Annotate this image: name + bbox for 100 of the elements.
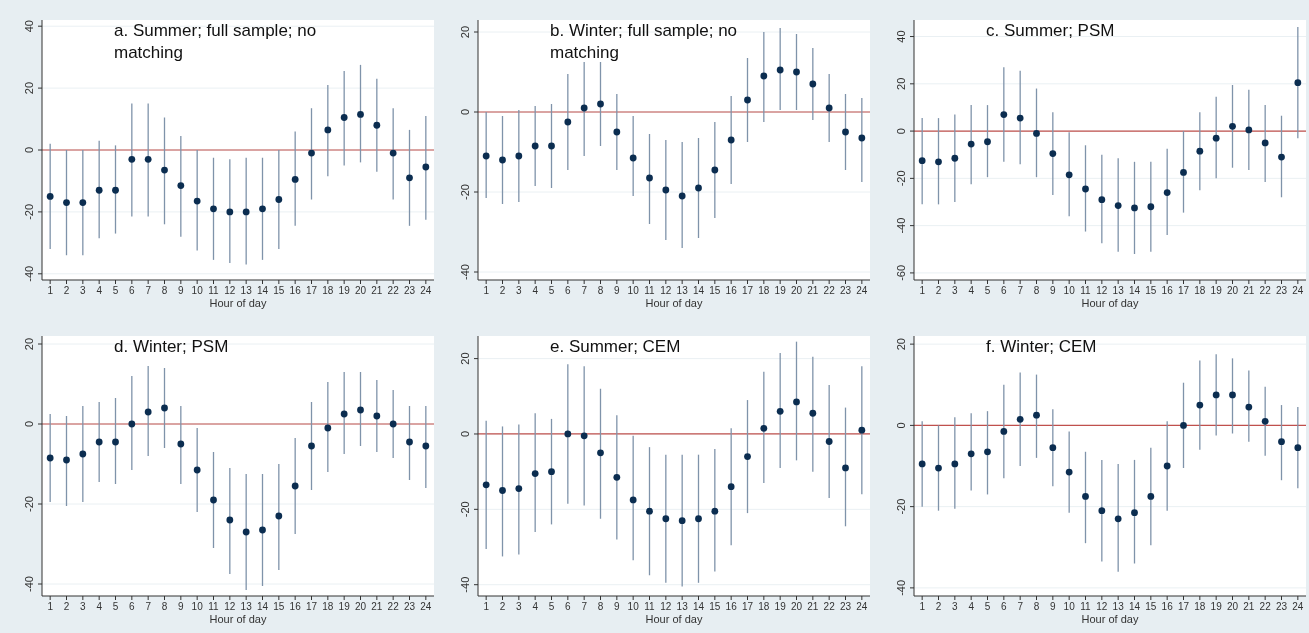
x-tick-label: 22 [387, 601, 400, 612]
x-tick-label: 16 [725, 285, 738, 296]
point [646, 507, 653, 515]
point [918, 460, 926, 468]
x-tick-label: 12 [224, 601, 236, 612]
x-tick-label: 4 [96, 601, 103, 612]
x-tick-label: 13 [676, 601, 689, 612]
x-tick-label: 9 [1050, 285, 1057, 296]
x-axis-title: Hour of day [1081, 297, 1139, 309]
x-tick-label: 5 [984, 285, 991, 296]
point [324, 126, 332, 134]
x-tick-label: 21 [807, 601, 819, 612]
point [662, 515, 670, 523]
x-tick-label: 1 [919, 601, 926, 612]
x-tick-label: 8 [161, 601, 168, 612]
x-tick-label: 11 [1080, 601, 1092, 612]
point [1278, 438, 1285, 446]
point [128, 155, 136, 163]
x-tick-label: 12 [660, 601, 672, 612]
x-tick-label: 7 [1017, 285, 1024, 296]
y-tick-label: -40 [23, 576, 35, 592]
x-tick-label: 3 [80, 601, 87, 612]
y-tick-label: -40 [895, 579, 907, 596]
x-tick-label: 21 [1243, 285, 1255, 296]
text: b. Winter; full sample; no matching [550, 21, 738, 62]
point [112, 186, 119, 194]
y-tick-label: -40 [895, 217, 907, 234]
point [548, 142, 555, 150]
x-tick-label: 24 [420, 601, 432, 612]
x-tick-label: 13 [1112, 601, 1125, 612]
x-tick-label: 5 [112, 285, 119, 296]
x-tick-label: 1 [483, 285, 490, 296]
x-tick-label: 12 [1096, 601, 1108, 612]
y-tick-label: 40 [23, 20, 35, 33]
x-tick-label: 15 [1145, 285, 1157, 296]
point [357, 406, 364, 414]
point [1180, 169, 1187, 176]
point [1180, 421, 1187, 429]
point [1229, 391, 1236, 399]
point [161, 166, 168, 174]
point [1000, 111, 1008, 118]
x-tick-label: 17 [1177, 285, 1190, 296]
point [46, 193, 54, 200]
x-tick-label: 23 [403, 285, 416, 296]
point [259, 526, 266, 534]
x-tick-label: 8 [597, 601, 604, 612]
x-tick-label: 9 [614, 601, 621, 612]
x-tick-label: 11 [644, 601, 656, 612]
point [1131, 509, 1138, 517]
x-tick-label: 19 [774, 285, 787, 296]
point [1016, 114, 1024, 122]
point [226, 516, 234, 524]
x-tick-label: 23 [1275, 601, 1288, 612]
x-tick-label: 9 [178, 285, 185, 296]
y-tick-label: 0 [895, 128, 907, 135]
point [695, 184, 702, 192]
x-tick-label: 6 [1001, 601, 1008, 612]
x-tick-label: 19 [338, 285, 351, 296]
x-tick-label: 5 [548, 285, 555, 296]
x-tick-label: 16 [1161, 601, 1174, 612]
x-axis-title: Hour of day [1081, 613, 1139, 625]
x-tick-label: 16 [289, 285, 302, 296]
x-tick-label: 10 [1063, 285, 1076, 296]
point [193, 197, 201, 205]
x-tick-label: 7 [145, 601, 152, 612]
point [776, 407, 784, 415]
point [793, 398, 800, 406]
x-tick-label: 14 [1128, 285, 1141, 296]
point [373, 412, 381, 420]
x-tick-label: 20 [1226, 285, 1239, 296]
point [1163, 462, 1171, 470]
x-tick-label: 4 [968, 285, 975, 296]
point [1114, 202, 1122, 209]
x-tick-label: 6 [565, 285, 572, 296]
x-tick-label: 8 [1033, 285, 1040, 296]
x-tick-label: 16 [289, 601, 302, 612]
x-axis-title: Hour of day [209, 613, 267, 625]
point [918, 157, 926, 165]
x-tick-label: 12 [224, 285, 236, 296]
x-tick-label: 2 [499, 285, 506, 296]
y-tick-label: 0 [23, 420, 35, 428]
point [662, 186, 670, 194]
point [951, 460, 959, 468]
x-tick-label: 17 [305, 285, 318, 296]
x-tick-label: 1 [47, 601, 54, 612]
x-tick-label: 5 [548, 601, 555, 612]
x-tick-label: 10 [1063, 601, 1076, 612]
x-tick-label: 12 [660, 285, 672, 296]
point [1294, 79, 1302, 87]
point [422, 163, 430, 171]
x-tick-label: 18 [322, 601, 334, 612]
point [128, 420, 136, 428]
x-axis-title: Hour of day [209, 297, 267, 309]
point [308, 149, 315, 157]
point [1229, 122, 1236, 130]
point [1033, 130, 1040, 137]
x-tick-label: 14 [256, 601, 269, 612]
point [935, 158, 942, 166]
x-tick-label: 14 [692, 601, 705, 612]
y-tick-label: 20 [459, 352, 471, 365]
